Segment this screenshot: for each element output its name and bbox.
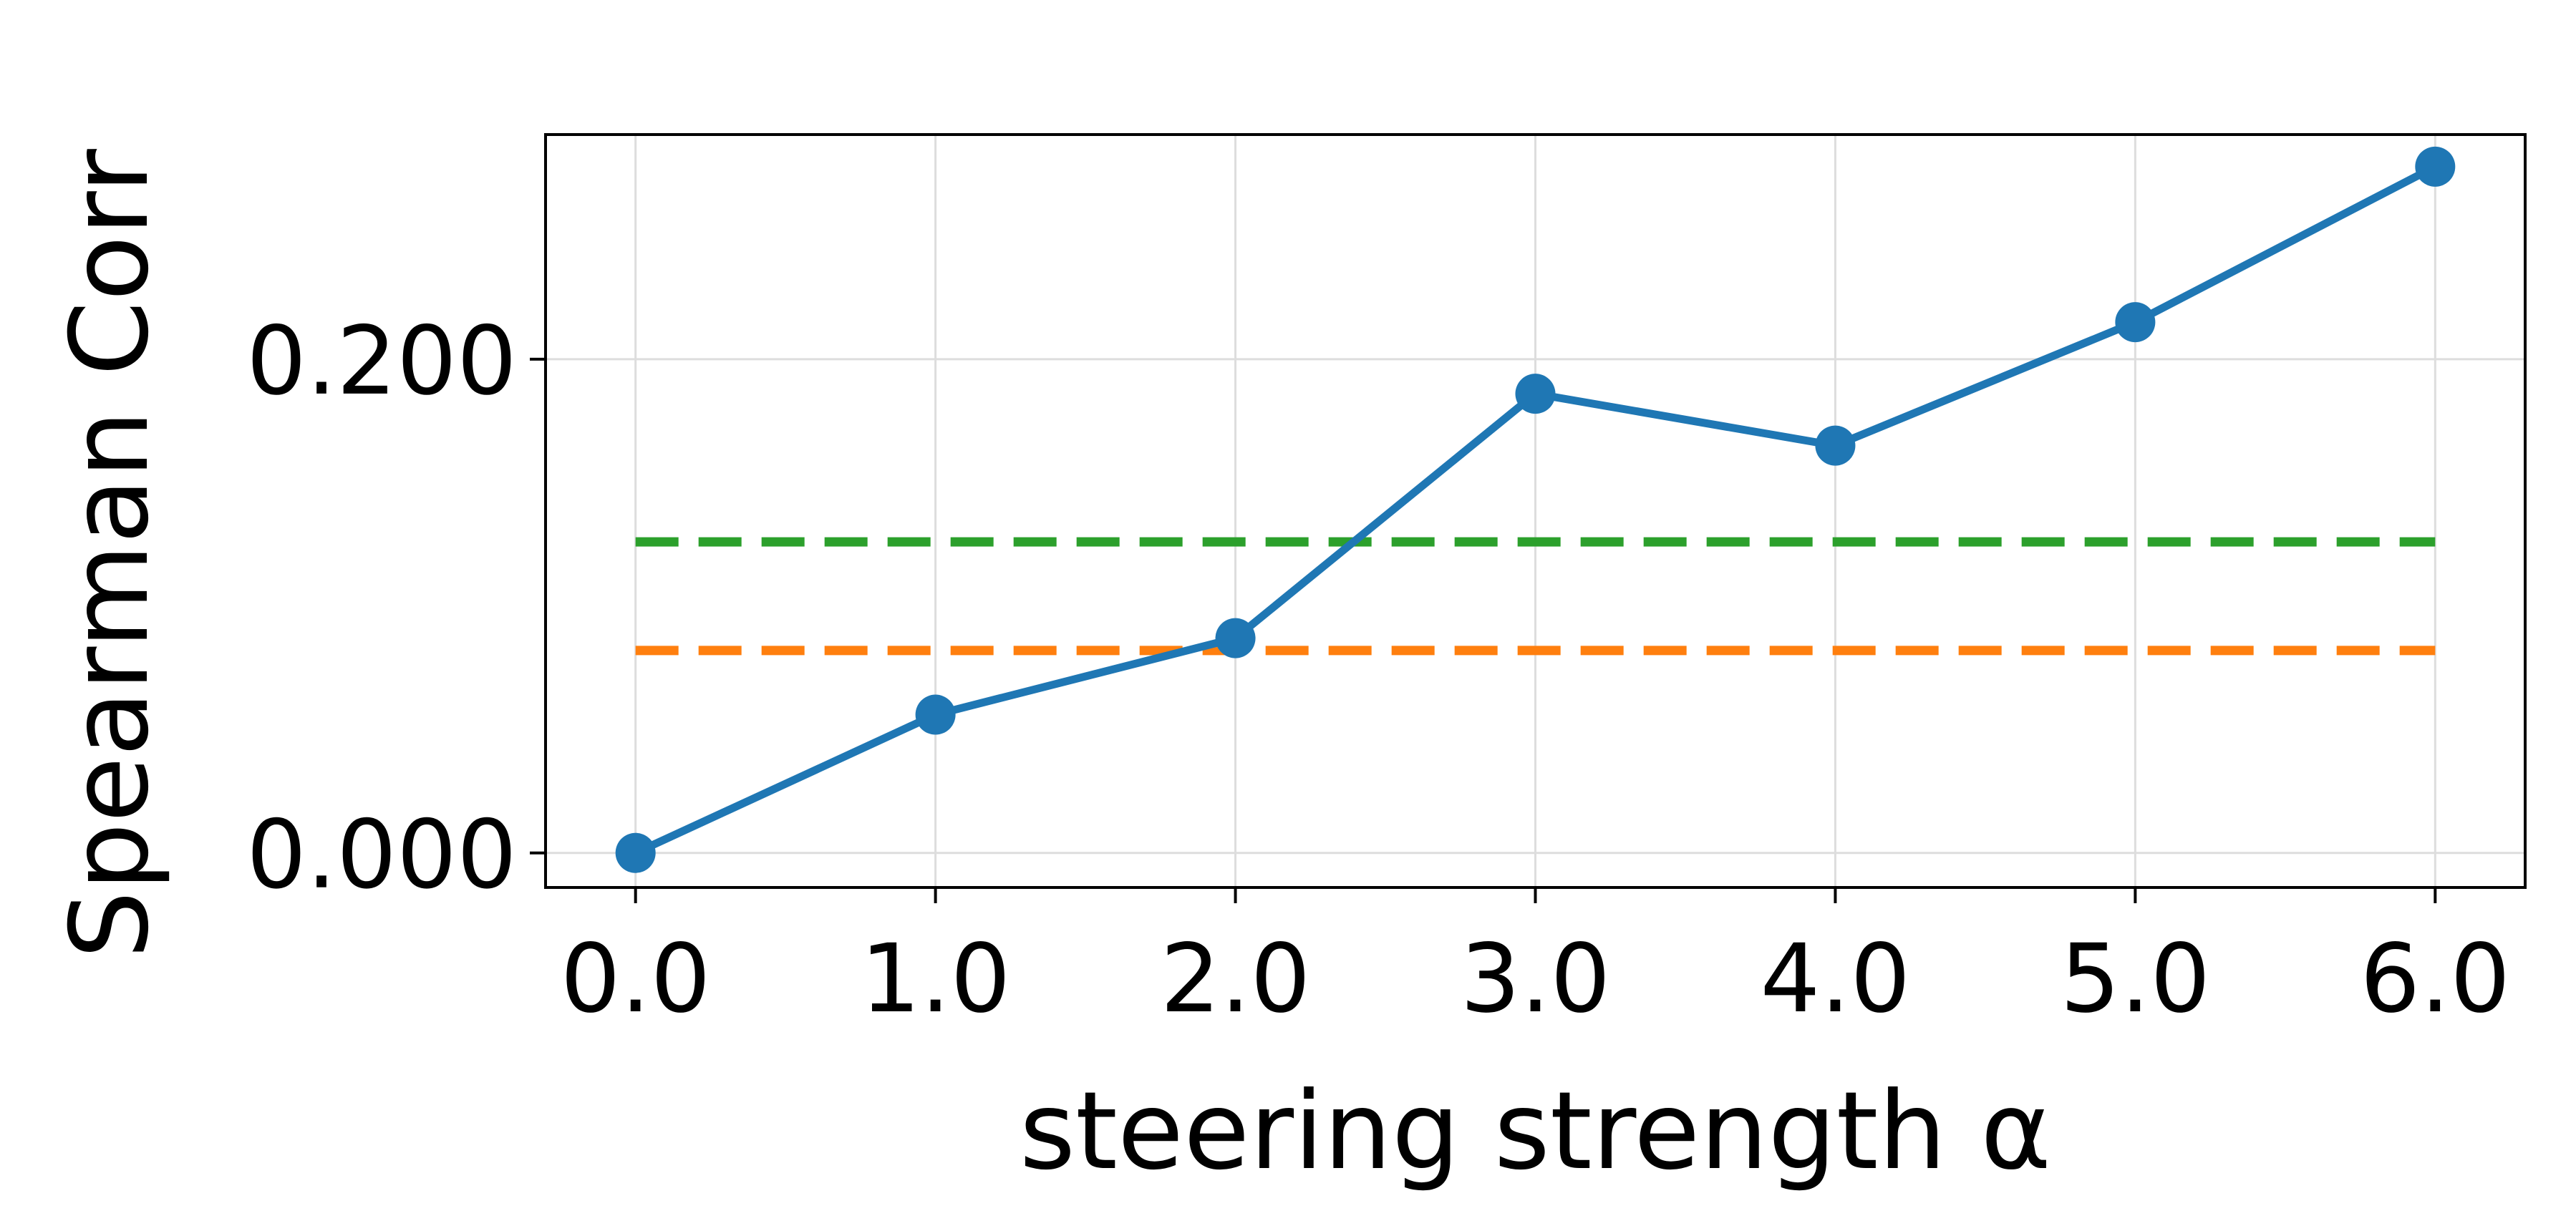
y-axis-label: Spearman Corr <box>48 149 173 959</box>
series-layer <box>615 146 2456 873</box>
data-point <box>2415 146 2456 187</box>
y-tick-label: 0.000 <box>246 800 517 910</box>
data-point <box>1815 425 1856 466</box>
grid-layer <box>546 135 2525 887</box>
x-tick-label: 5.0 <box>2060 924 2210 1034</box>
tick-layer: 0.0 1.0 2.0 3.0 4.0 5.0 6.0 0.000 0.200 <box>246 306 2510 1034</box>
data-point <box>915 694 956 735</box>
data-point <box>2115 302 2156 343</box>
x-tick-label: 0.0 <box>561 924 711 1034</box>
data-point <box>1515 374 1556 414</box>
x-axis-label: steering strength α <box>1020 1069 2051 1194</box>
x-tick-label: 6.0 <box>2360 924 2510 1034</box>
x-tick-label: 1.0 <box>861 924 1011 1034</box>
x-tick-label: 4.0 <box>1760 924 1910 1034</box>
data-point <box>615 832 656 873</box>
y-tick-label: 0.200 <box>246 306 517 417</box>
data-point <box>1215 618 1256 658</box>
reference-lines <box>635 537 2436 656</box>
x-tick-label: 2.0 <box>1161 924 1311 1034</box>
x-tick-label: 3.0 <box>1461 924 1611 1034</box>
